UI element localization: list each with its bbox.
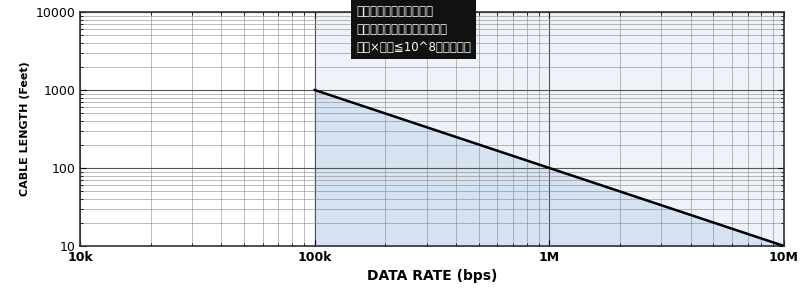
X-axis label: DATA RATE (bps): DATA RATE (bps) xyxy=(367,269,497,284)
Text: 高速にすればするほど、
通信できる距離が短くなる。
距離×速度≦10^8程度に制限: 高速にすればするほど、 通信できる距離が短くなる。 距離×速度≦10^8程度に制… xyxy=(356,5,471,54)
Y-axis label: CABLE LENGTH (Feet): CABLE LENGTH (Feet) xyxy=(20,61,30,197)
